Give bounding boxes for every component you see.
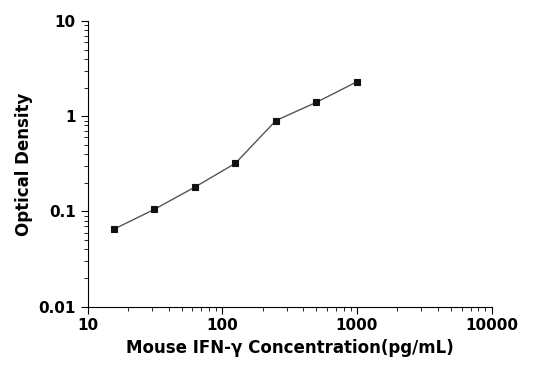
- Y-axis label: Optical Density: Optical Density: [15, 92, 33, 235]
- X-axis label: Mouse IFN-γ Concentration(pg/mL): Mouse IFN-γ Concentration(pg/mL): [126, 339, 454, 357]
